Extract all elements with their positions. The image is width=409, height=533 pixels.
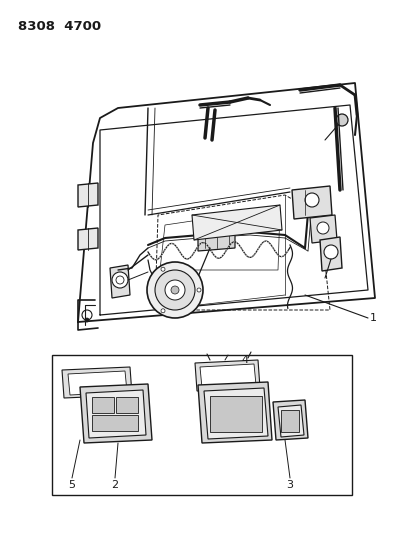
Circle shape	[196, 288, 200, 292]
Polygon shape	[291, 186, 331, 219]
Circle shape	[323, 245, 337, 259]
Circle shape	[85, 318, 89, 322]
Polygon shape	[277, 405, 303, 437]
Polygon shape	[80, 384, 152, 443]
Circle shape	[164, 280, 184, 300]
Polygon shape	[78, 183, 98, 207]
Polygon shape	[309, 215, 336, 243]
Polygon shape	[110, 265, 130, 298]
Circle shape	[161, 267, 164, 271]
Polygon shape	[200, 364, 255, 388]
Polygon shape	[191, 205, 281, 240]
Bar	[209, 396, 261, 432]
Circle shape	[155, 270, 195, 310]
Circle shape	[112, 272, 128, 288]
Bar	[92, 397, 114, 413]
Text: 2: 2	[111, 480, 118, 490]
Text: 1: 1	[369, 313, 376, 323]
Circle shape	[316, 222, 328, 234]
Text: 8308  4700: 8308 4700	[18, 20, 101, 33]
Circle shape	[147, 262, 202, 318]
Bar	[280, 410, 298, 432]
Polygon shape	[62, 367, 132, 398]
Polygon shape	[198, 229, 234, 251]
Polygon shape	[319, 237, 341, 271]
Text: 3: 3	[286, 480, 293, 490]
Bar	[92, 415, 138, 431]
Polygon shape	[86, 390, 146, 438]
Polygon shape	[204, 388, 267, 439]
Polygon shape	[68, 371, 127, 395]
Circle shape	[335, 114, 347, 126]
Circle shape	[161, 309, 164, 313]
Polygon shape	[195, 360, 259, 391]
Polygon shape	[198, 382, 271, 443]
Polygon shape	[272, 400, 307, 440]
Text: 5: 5	[68, 480, 75, 490]
Bar	[52, 355, 351, 495]
Text: 4: 4	[241, 355, 248, 365]
Circle shape	[304, 193, 318, 207]
Bar	[116, 397, 138, 413]
Circle shape	[171, 286, 179, 294]
Polygon shape	[78, 228, 98, 250]
